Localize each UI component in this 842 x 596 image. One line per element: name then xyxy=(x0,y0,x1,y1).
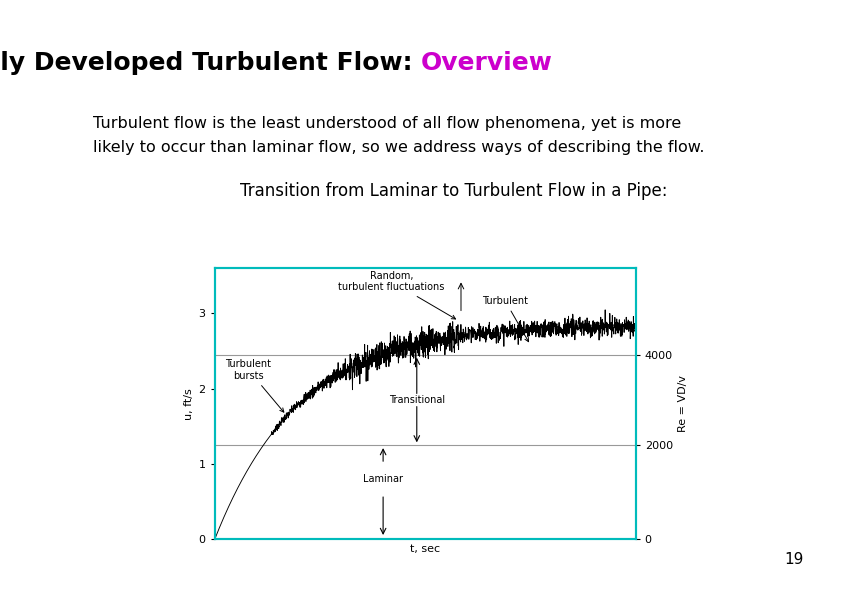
Y-axis label: Re = VD/v: Re = VD/v xyxy=(679,375,689,432)
Text: Turbulent
bursts: Turbulent bursts xyxy=(226,359,284,412)
Text: Transitional: Transitional xyxy=(389,395,445,405)
Text: likely to occur than laminar flow, so we address ways of describing the flow.: likely to occur than laminar flow, so we… xyxy=(93,140,704,155)
Text: Turbulent flow is the least understood of all flow phenomena, yet is more: Turbulent flow is the least understood o… xyxy=(93,116,681,131)
Text: Fully Developed Turbulent Flow:: Fully Developed Turbulent Flow: xyxy=(0,51,421,74)
Text: Overview: Overview xyxy=(421,51,553,74)
Text: 19: 19 xyxy=(785,552,804,567)
Text: Turbulent: Turbulent xyxy=(482,296,529,342)
Text: Laminar: Laminar xyxy=(363,474,403,484)
Text: Transition from Laminar to Turbulent Flow in a Pipe:: Transition from Laminar to Turbulent Flo… xyxy=(240,182,668,200)
Y-axis label: u, ft/s: u, ft/s xyxy=(184,388,195,420)
X-axis label: t, sec: t, sec xyxy=(410,544,440,554)
Text: Random,
turbulent fluctuations: Random, turbulent fluctuations xyxy=(338,271,456,319)
